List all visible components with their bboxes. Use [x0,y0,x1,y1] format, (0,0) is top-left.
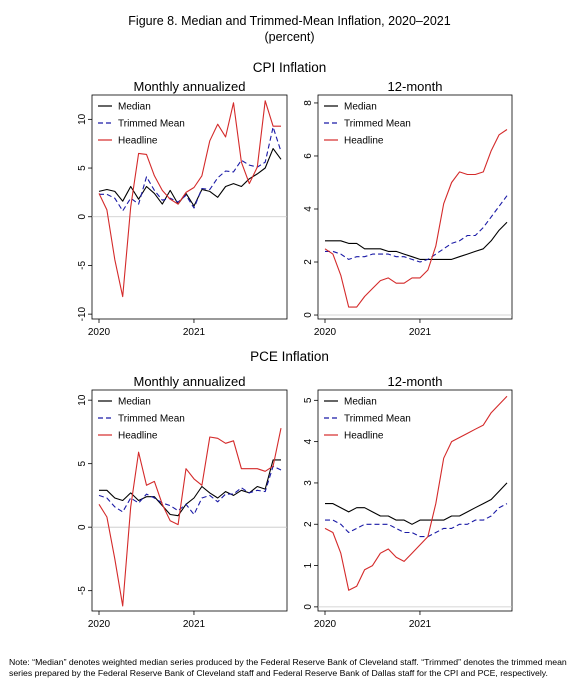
y-tick-label: 0 [77,524,88,530]
legend-label: Trimmed Mean [118,414,185,425]
chart-panel-cpi-12month: 12-month 0 2 4 6 8 2020 2021 Median Trimmed Mean H… [303,79,513,338]
x-tick-label: 2020 [314,619,337,630]
series-line-median [99,459,281,517]
y-tick-label: 5 [303,397,314,403]
legend-label: Trimmed Mean [344,414,411,425]
section-title-cpi: CPI Inflation [252,60,327,75]
y-tick-label: 3 [303,480,314,486]
x-tick-label: 2020 [314,327,337,338]
y-tick-label: -10 [77,306,88,321]
y-tick-label: 1 [303,562,314,568]
plot-frame [91,389,288,612]
legend-label: Median [118,102,151,113]
legend-label: Trimmed Mean [118,119,185,130]
x-tick-label: 2020 [88,327,111,338]
legend-label: Headline [118,136,158,147]
legend-label: Median [344,397,377,408]
x-tick-label: 2021 [409,619,432,630]
y-tick-label: -5 [77,261,88,270]
y-tick-label: 0 [303,604,314,610]
panel-title: 12-month [388,79,443,94]
y-tick-label: 0 [303,312,314,318]
legend-label: Median [344,102,377,113]
series-line-median [325,482,508,525]
series-line-headline [98,427,282,607]
series-line-trimmed-mean [325,195,508,263]
chart-panel-pce-12month: 12-month 0 1 2 3 4 5 2020 2021 Median Trimmed Mean… [303,374,513,630]
y-tick-label: 10 [77,113,88,125]
y-tick-label: 2 [303,521,314,527]
y-tick-label: 5 [77,165,88,171]
figure-note: Note: “Median” denotes weighted median s… [9,657,567,679]
y-tick-label: 2 [303,259,314,265]
y-tick-label: 4 [303,206,314,212]
x-tick-label: 2021 [409,327,432,338]
series-line-median [98,148,282,207]
chart-panel-pce-monthly: Monthly annualized -5 0 5 10 2020 2021 Median Tr… [77,374,288,630]
panel-title: Monthly annualized [133,79,245,94]
series-line-trimmed-mean [325,503,508,538]
plot-frame [91,94,288,320]
chart-panel-cpi-monthly: Monthly annualized -10 -5 0 5 10 2020 2021 Media… [77,79,288,338]
plot-frame [317,389,513,612]
y-tick-label: 5 [77,460,88,466]
x-tick-label: 2021 [183,619,206,630]
series-line-median [325,221,508,260]
series-line-headline [98,100,281,298]
section-title-pce: PCE Inflation [250,349,329,364]
legend-label: Headline [344,136,384,147]
figure-title: Figure 8. Median and Trimmed-Mean Inflat… [128,14,451,28]
figure-subtitle: (percent) [264,30,315,44]
y-tick-label: 4 [303,438,314,444]
y-tick-label: 0 [77,214,88,220]
x-tick-label: 2021 [183,327,206,338]
series-line-headline [324,395,508,591]
panel-title: Monthly annualized [133,374,245,389]
y-tick-label: 8 [303,100,314,106]
y-tick-label: 10 [77,394,88,406]
plot-frame [317,94,513,320]
y-tick-label: -5 [77,586,88,595]
legend-label: Headline [118,431,158,442]
series-line-trimmed-mean [98,465,282,516]
legend-label: Headline [344,431,384,442]
legend-label: Trimmed Mean [344,119,411,130]
y-tick-label: 6 [303,153,314,159]
panel-title: 12-month [388,374,443,389]
legend-label: Median [118,397,151,408]
series-line-headline [324,129,508,308]
series-line-trimmed-mean [99,126,282,212]
x-tick-label: 2020 [88,619,111,630]
